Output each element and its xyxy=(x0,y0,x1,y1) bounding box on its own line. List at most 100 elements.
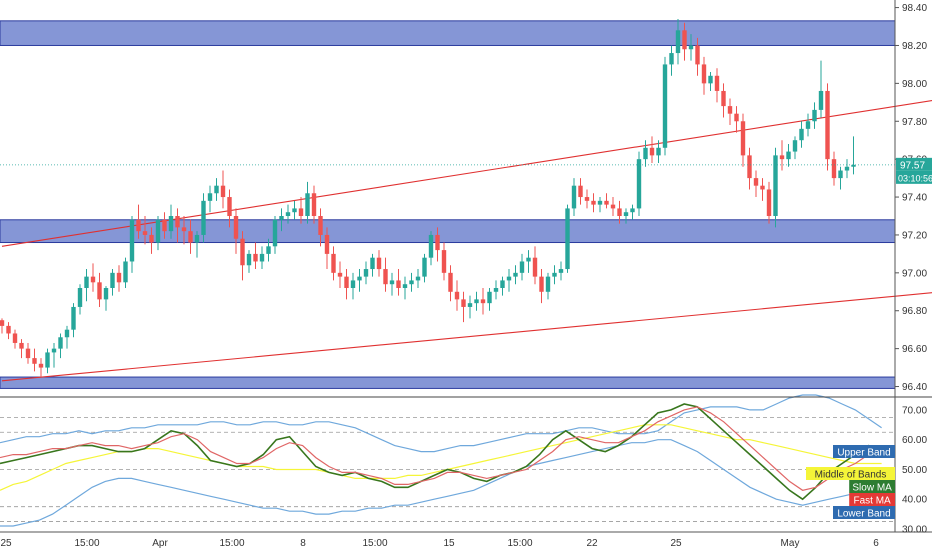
legend-tag xyxy=(849,493,895,506)
candle-body xyxy=(58,337,63,349)
price-tick-label: 97.00 xyxy=(902,268,927,279)
candle-body xyxy=(305,193,310,216)
candle-body xyxy=(64,329,70,338)
candle-body xyxy=(727,106,733,114)
candle-body xyxy=(240,238,245,266)
series-upper-band xyxy=(0,394,882,453)
candle-body xyxy=(591,200,596,205)
candle-body xyxy=(734,113,739,122)
candle-body xyxy=(831,159,837,179)
candle-body xyxy=(110,272,115,288)
legend-tag xyxy=(849,480,895,493)
trendline-lower-channel xyxy=(1,292,932,382)
candle-body xyxy=(207,193,213,201)
time-tick-label: 22 xyxy=(586,538,598,549)
candle-body xyxy=(675,30,681,54)
candle-body xyxy=(422,257,427,277)
time-tick-label: 25 xyxy=(670,538,682,549)
tags: Upper Band Middle of Bands Slow MA Fast MA L… xyxy=(0,157,932,520)
series-slow-ma xyxy=(0,403,882,501)
series-lower-band xyxy=(0,439,882,527)
candle-body xyxy=(760,185,765,190)
price-tick-label: 97.80 xyxy=(902,117,927,128)
candle-body xyxy=(532,257,538,277)
candle-body xyxy=(799,128,804,141)
candle-body xyxy=(279,216,284,220)
candle-body xyxy=(571,185,577,209)
candle-body xyxy=(318,216,323,235)
zones xyxy=(0,20,896,389)
zone-support xyxy=(0,376,896,389)
candle-body xyxy=(383,269,388,285)
candle-body xyxy=(77,288,83,307)
candle-body xyxy=(805,121,811,129)
candle-body xyxy=(298,208,304,216)
price-tick-label: 98.00 xyxy=(902,79,927,90)
candle-body xyxy=(519,261,525,273)
candle-body xyxy=(643,147,648,160)
candle-body xyxy=(721,90,726,107)
candle-body xyxy=(324,234,330,254)
time-tick-label: 8 xyxy=(300,538,306,549)
candle-body xyxy=(149,234,154,243)
candle-body xyxy=(753,178,759,186)
candle-body xyxy=(181,227,187,232)
time-tick-label: 25 xyxy=(0,538,12,549)
candle-body xyxy=(714,75,720,91)
candle-body xyxy=(285,212,291,216)
legend-tag xyxy=(833,445,895,458)
candle-body xyxy=(259,253,265,262)
candle-body xyxy=(38,363,44,368)
candle-body xyxy=(51,348,57,353)
candle-body xyxy=(396,280,401,288)
time-tick-label: May xyxy=(781,538,800,549)
legend-tag-label: Upper Band xyxy=(837,448,890,459)
candle-body xyxy=(838,170,843,179)
candle-body xyxy=(272,219,278,247)
indicator-tick-label: 30.00 xyxy=(902,525,927,536)
candle-body xyxy=(630,208,635,213)
candle-body xyxy=(376,257,382,270)
candle-body xyxy=(506,276,512,281)
candle-body xyxy=(441,250,447,273)
countdown-tag xyxy=(896,170,932,184)
candle-body xyxy=(526,257,531,262)
time-tick-label: 15:00 xyxy=(74,538,99,549)
price-tick-label: 96.60 xyxy=(902,344,927,355)
candle-body xyxy=(545,276,551,292)
candle-body xyxy=(786,151,791,160)
candle-body xyxy=(214,185,219,194)
candle-body xyxy=(90,276,96,283)
candle-body xyxy=(435,234,440,251)
indicator-tick-label: 60.00 xyxy=(902,435,927,446)
candle-body xyxy=(747,155,752,179)
candle-body xyxy=(331,253,336,273)
candle-body xyxy=(812,109,817,122)
candle-body xyxy=(617,208,622,216)
candle-body xyxy=(578,185,583,198)
price-tick-label: 96.80 xyxy=(902,306,927,317)
indicator-tick-label: 50.00 xyxy=(902,465,927,476)
price-tick-label: 97.40 xyxy=(902,193,927,204)
candle-body xyxy=(402,284,408,288)
legend-tag-label: Slow MA xyxy=(852,483,892,494)
candle-body xyxy=(610,204,616,209)
candle-body xyxy=(227,197,232,216)
candle-body xyxy=(168,216,174,232)
candle-body xyxy=(246,253,252,266)
candle-body xyxy=(487,291,492,304)
legend-tag xyxy=(806,467,895,480)
candle-body xyxy=(12,333,18,343)
candle-body xyxy=(695,45,700,65)
candle-body xyxy=(19,342,24,349)
candle-body xyxy=(565,208,570,270)
candle-body xyxy=(584,197,590,201)
candle-body xyxy=(851,164,856,167)
candle-body xyxy=(656,147,661,156)
candle-body xyxy=(71,306,76,330)
candle-body xyxy=(682,30,687,50)
candle-body xyxy=(844,166,850,171)
candle-body xyxy=(448,272,453,292)
candle-body xyxy=(142,231,148,235)
